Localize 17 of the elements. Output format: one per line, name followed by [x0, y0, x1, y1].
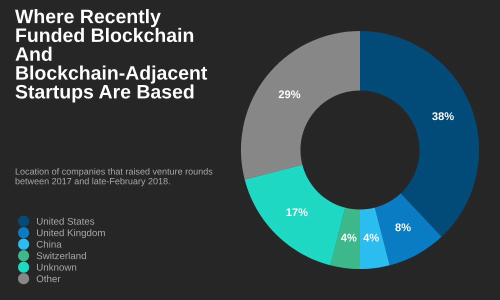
donut-slice — [240, 30, 360, 180]
donut-slice — [360, 208, 390, 270]
legend-label: Unknown — [37, 264, 76, 271]
text: Location of companies that raised venture rounds between 2017 and late-February 2018. — [16, 168, 212, 186]
legend-label: United States — [37, 218, 94, 225]
text: Where Recently Funded Blockchain And Blockchain-Adjacent Startups Are Based — [15, 9, 208, 102]
legend-label: Switzerland — [36, 252, 86, 260]
data-label: 4% — [340, 234, 357, 242]
data-label: 38% — [432, 112, 454, 120]
data-label: 17% — [286, 208, 308, 216]
legend-label: Other — [36, 275, 60, 282]
legend-label: United Kingdom — [37, 229, 105, 238]
data-label: 29% — [278, 90, 300, 98]
data-label: 8% — [395, 223, 411, 232]
donut-slice — [330, 208, 360, 270]
legend-label: China — [36, 240, 62, 248]
data-label: 4% — [363, 234, 379, 242]
